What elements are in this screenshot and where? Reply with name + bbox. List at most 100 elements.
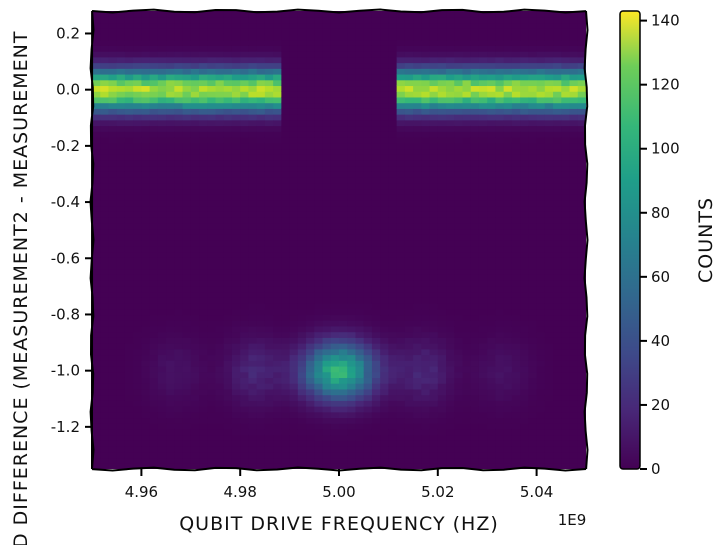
heatmap-cell <box>174 440 184 447</box>
heatmap-cell <box>166 423 175 430</box>
heatmap-cell <box>528 428 538 436</box>
heatmap-cell <box>380 73 389 81</box>
heatmap-cell <box>182 165 192 172</box>
heatmap-cell <box>487 108 497 115</box>
heatmap-cell <box>215 400 225 407</box>
heatmap-cell <box>462 28 472 35</box>
heatmap-cell <box>289 142 299 150</box>
heatmap-cell <box>314 308 324 316</box>
heatmap-cell <box>363 457 373 464</box>
heatmap-cell <box>289 463 299 469</box>
heatmap-cell <box>223 383 233 390</box>
heatmap-cell <box>108 457 118 464</box>
heatmap-cell <box>100 320 110 327</box>
heatmap-cell <box>306 434 315 441</box>
heatmap-cell <box>149 68 159 75</box>
heatmap-cell <box>347 39 357 46</box>
heatmap-cell <box>92 291 101 298</box>
heatmap-cell <box>207 343 217 350</box>
heatmap-cell <box>339 56 348 64</box>
heatmap-cell <box>207 199 217 207</box>
heatmap-cell <box>553 154 562 161</box>
heatmap-cell <box>141 302 151 310</box>
heatmap-cell <box>182 136 192 144</box>
heatmap-cell <box>528 228 538 235</box>
heatmap-cell <box>215 188 225 195</box>
heatmap-cell <box>396 463 406 469</box>
heatmap-cell <box>503 171 513 178</box>
heatmap-cell <box>413 280 422 287</box>
heatmap-cell <box>347 16 357 24</box>
heatmap-cell <box>561 96 571 104</box>
heatmap-cell <box>157 148 167 155</box>
heatmap-cell <box>462 119 472 127</box>
heatmap-cell <box>322 302 332 310</box>
heatmap-cell <box>182 142 192 150</box>
heatmap-cell <box>495 251 505 258</box>
heatmap-cell <box>314 240 324 247</box>
heatmap-cell <box>421 451 431 459</box>
heatmap-cell <box>116 136 126 144</box>
heatmap-cell <box>569 148 579 155</box>
heatmap-cell <box>322 428 332 436</box>
heatmap-cell <box>306 154 315 161</box>
heatmap-cell <box>330 131 340 138</box>
heatmap-cell <box>240 119 250 127</box>
heatmap-cell <box>190 102 200 109</box>
heatmap-cell <box>190 285 200 293</box>
heatmap-cell <box>388 11 398 18</box>
heatmap-cell <box>297 28 307 35</box>
heatmap-cell <box>231 16 241 24</box>
heatmap-cell <box>462 240 472 247</box>
heatmap-cell <box>306 354 315 361</box>
heatmap-cell <box>240 11 250 18</box>
heatmap-cell <box>470 331 480 338</box>
heatmap-cell <box>421 131 431 138</box>
heatmap-cell <box>339 142 348 150</box>
heatmap-cell <box>388 131 398 138</box>
heatmap-cell <box>273 16 282 24</box>
heatmap-cell <box>446 188 455 195</box>
heatmap-cell <box>281 406 291 413</box>
heatmap-cell <box>207 423 217 430</box>
heatmap-cell <box>396 245 406 253</box>
heatmap-cell <box>454 108 464 115</box>
heatmap-cell <box>429 188 439 195</box>
heatmap-cell <box>149 22 159 29</box>
heatmap-cell <box>256 297 266 304</box>
heatmap-cell <box>124 417 134 424</box>
heatmap-cell <box>314 68 324 75</box>
heatmap-cell <box>355 51 365 58</box>
heatmap-cell <box>100 268 110 275</box>
heatmap-cell <box>166 102 175 109</box>
heatmap-cell <box>108 165 118 172</box>
heatmap-cell <box>413 51 422 58</box>
heatmap-cell <box>297 177 307 184</box>
heatmap-cell <box>281 240 291 247</box>
heatmap-cell <box>149 274 159 281</box>
heatmap-cell <box>182 240 192 247</box>
heatmap-cell <box>396 417 406 424</box>
heatmap-cell <box>380 297 389 304</box>
heatmap-cell <box>248 274 258 281</box>
heatmap-cell <box>577 417 586 424</box>
heatmap-cell <box>223 245 233 253</box>
heatmap-cell <box>116 182 126 190</box>
heatmap-cell <box>322 354 332 361</box>
heatmap-cell <box>182 331 192 338</box>
heatmap-cell <box>528 400 538 407</box>
heatmap-cell <box>380 457 389 464</box>
heatmap-cell <box>322 11 332 18</box>
heatmap-cell <box>306 314 315 321</box>
heatmap-cell <box>199 446 208 453</box>
heatmap-cell <box>437 268 447 275</box>
heatmap-cell <box>264 463 274 469</box>
heatmap-cell <box>355 417 365 424</box>
heatmap-cell <box>116 371 126 378</box>
heatmap-cell <box>108 337 118 344</box>
heatmap-cell <box>223 159 233 167</box>
heatmap-cell <box>437 142 447 150</box>
heatmap-cell <box>116 102 126 109</box>
heatmap-cell <box>413 383 422 390</box>
heatmap-cell <box>133 463 142 469</box>
